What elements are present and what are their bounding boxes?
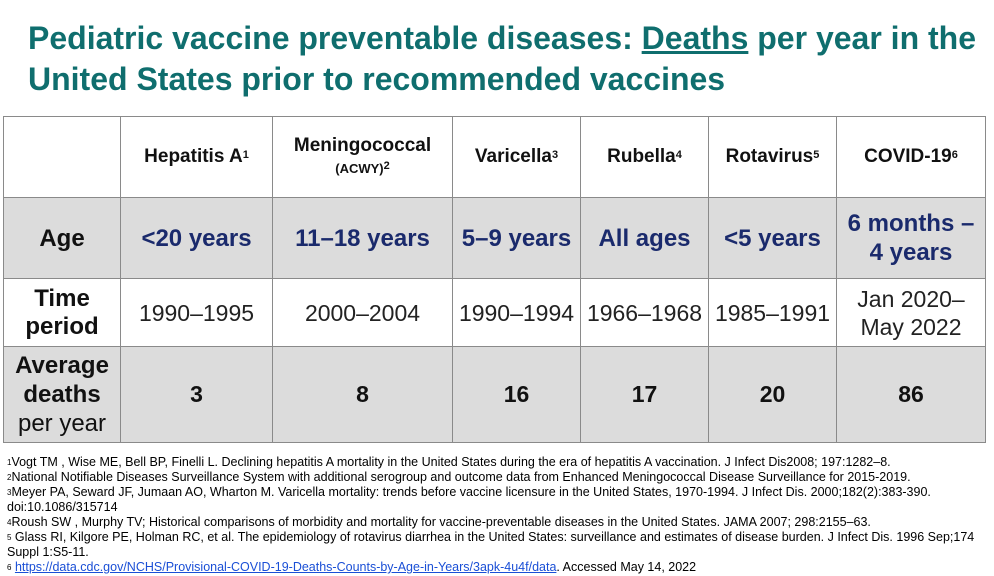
footnote-4: 4Roush SW , Murphy TV; Historical compar…	[7, 515, 987, 530]
footnotes: 1Vogt TM , Wise ME, Bell BP, Finelli L. …	[7, 455, 987, 575]
vaccine-deaths-table: Hepatitis A1 Meningococcal (ACWY)2 Varice…	[3, 116, 986, 443]
footnote-text: Vogt TM , Wise ME, Bell BP, Finelli L. D…	[11, 455, 891, 469]
footnote-number: 4	[7, 518, 12, 527]
footnote-2: 2National Notifiable Diseases Surveillan…	[7, 470, 987, 485]
header-rubella: Rubella4	[580, 116, 709, 198]
average-deaths-row: Average deaths per year 3 8 16 17 20 86	[3, 346, 986, 443]
title-deaths-underlined: Deaths	[641, 20, 749, 56]
deaths-cell: 20	[708, 346, 837, 443]
footnote-ref: 5	[813, 149, 820, 161]
footnote-6: 6 https://data.cdc.gov/NCHS/Provisional-…	[7, 560, 987, 575]
row-label-bold: Average deaths	[15, 352, 109, 408]
time-cell: 1966–1968	[580, 278, 709, 347]
row-label-time-period: Time period	[3, 278, 121, 347]
footnote-ref: 2	[383, 159, 390, 172]
footnote-number: 5	[7, 533, 12, 542]
footnote-number: 2	[7, 473, 12, 482]
time-period-row: Time period 1990–1995 2000–2004 1990–199…	[3, 278, 986, 347]
footnote-ref: 6	[951, 149, 958, 161]
header-meningococcal: Meningococcal (ACWY)2	[272, 116, 453, 198]
row-label-normal: per year	[17, 410, 107, 437]
footnote-ref: 1	[242, 149, 249, 161]
time-cell: 2000–2004	[272, 278, 453, 347]
header-row: Hepatitis A1 Meningococcal (ACWY)2 Varice…	[3, 116, 986, 198]
footnote-ref: 3	[552, 149, 559, 161]
title-part2: per year in the United States prior to r…	[28, 20, 976, 97]
header-label: Rotavirus	[725, 146, 814, 167]
time-cell: 1990–1995	[120, 278, 273, 347]
cdc-data-link[interactable]: https://data.cdc.gov/NCHS/Provisional-CO…	[14, 560, 557, 574]
header-label: COVID-19	[864, 146, 952, 167]
deaths-cell: 3	[120, 346, 273, 443]
footnote-5: 5 Glass RI, Kilgore PE, Holman RC, et al…	[7, 530, 987, 560]
header-label: Varicella	[474, 146, 552, 167]
row-label-average-deaths: Average deaths per year	[3, 346, 121, 443]
header-hepatitis-a: Hepatitis A1	[120, 116, 273, 198]
footnote-text: Glass RI, Kilgore PE, Holman RC, et al. …	[7, 530, 975, 559]
footnote-ref: 4	[675, 149, 682, 161]
title-part1: Pediatric vaccine preventable diseases:	[28, 20, 642, 56]
age-cell: <5 years	[708, 197, 837, 279]
age-cell: 11–18 years	[272, 197, 453, 279]
footnote-text: Meyer PA, Seward JF, Jumaan AO, Wharton …	[7, 485, 931, 514]
header-empty-cell	[3, 116, 121, 198]
deaths-cell: 86	[836, 346, 986, 443]
header-label: Hepatitis A	[144, 146, 243, 167]
age-row: Age <20 years 11–18 years 5–9 years All …	[3, 197, 986, 279]
header-rotavirus: Rotavirus5	[708, 116, 837, 198]
deaths-cell: 17	[580, 346, 709, 443]
page-title: Pediatric vaccine preventable diseases: …	[28, 18, 978, 100]
header-covid-19: COVID-196	[836, 116, 986, 198]
time-cell: Jan 2020–May 2022	[836, 278, 986, 347]
footnote-number: 3	[7, 488, 12, 497]
footnote-text: National Notifiable Diseases Surveillanc…	[11, 470, 911, 484]
header-label: Rubella	[607, 146, 676, 167]
deaths-cell: 8	[272, 346, 453, 443]
time-cell: 1990–1994	[452, 278, 581, 347]
footnote-number: 1	[7, 458, 12, 467]
header-label: Meningococcal	[293, 134, 432, 156]
footnote-1: 1Vogt TM , Wise ME, Bell BP, Finelli L. …	[7, 455, 987, 470]
header-sublabel: (ACWY)	[335, 160, 384, 176]
row-label-age: Age	[3, 197, 121, 279]
deaths-cell: 16	[452, 346, 581, 443]
footnote-number: 6	[7, 563, 12, 572]
age-cell: 6 months – 4 years	[836, 197, 986, 279]
age-cell: <20 years	[120, 197, 273, 279]
footnote-3: 3Meyer PA, Seward JF, Jumaan AO, Wharton…	[7, 485, 987, 515]
footnote-text: . Accessed May 14, 2022	[556, 560, 697, 574]
age-cell: All ages	[580, 197, 709, 279]
time-cell: 1985–1991	[708, 278, 837, 347]
header-varicella: Varicella3	[452, 116, 581, 198]
age-cell: 5–9 years	[452, 197, 581, 279]
footnote-text: Roush SW , Murphy TV; Historical compari…	[11, 515, 871, 529]
